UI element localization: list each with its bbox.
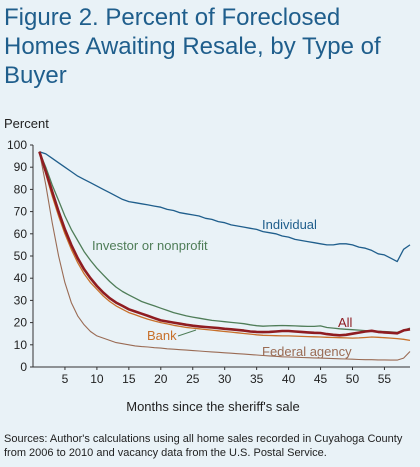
figure-title: Figure 2. Percent of Foreclosed Homes Aw… <box>4 4 381 89</box>
series-line-federal-agency <box>38 151 411 361</box>
source-note: Sources: Author's calculations using all… <box>4 433 403 459</box>
y-tick-label: 40 <box>14 271 28 285</box>
series-label-investor-or-nonprofit: Investor or nonprofit <box>92 238 208 253</box>
x-tick-label: 15 <box>122 372 136 386</box>
y-tick-label: 30 <box>14 293 28 307</box>
x-tick-label: 50 <box>346 372 360 386</box>
x-tick-label: 20 <box>154 372 168 386</box>
y-tick-label: 90 <box>14 160 28 174</box>
x-tick-label: 30 <box>218 372 232 386</box>
bank-label-leader <box>177 329 197 337</box>
series-label-layer: Individual Investor or nonprofit All Bank Fe… <box>92 217 353 359</box>
y-tick-label: 100 <box>7 138 27 152</box>
series-line-individual <box>39 151 411 263</box>
y-tick-label: 60 <box>14 227 28 241</box>
y-tick-label: 50 <box>14 249 28 263</box>
series-label-federal-agency: Federal agency <box>262 344 352 359</box>
series-label-all: All <box>338 315 353 330</box>
series-label-bank: Bank <box>147 328 177 343</box>
series-line-investor-or-nonprofit <box>38 151 411 334</box>
x-tick-label: 25 <box>186 372 200 386</box>
x-tick-label: 5 <box>62 372 69 386</box>
series-layer <box>38 151 411 361</box>
series-label-individual: Individual <box>262 217 317 232</box>
x-tick-label: 55 <box>378 372 392 386</box>
series-line-all <box>38 151 411 337</box>
y-tick-label: 0 <box>20 360 27 374</box>
chart-axes: 0 10 20 30 40 50 60 70 80 90 100 5 10 15 20 25 30 35 40 45 5… <box>7 138 410 386</box>
x-axis-label: Months since the sheriff's sale <box>126 399 300 414</box>
x-tick-label: 35 <box>250 372 264 386</box>
y-tick-label: 20 <box>14 316 28 330</box>
x-tick-label: 40 <box>282 372 296 386</box>
y-axis-label: Percent <box>4 116 49 131</box>
x-tick-label: 10 <box>90 372 104 386</box>
y-tick-label: 80 <box>14 182 28 196</box>
x-tick-label: 45 <box>314 372 328 386</box>
series-line-bank <box>38 151 411 342</box>
y-tick-label: 70 <box>14 205 28 219</box>
y-tick-label: 10 <box>14 338 28 352</box>
